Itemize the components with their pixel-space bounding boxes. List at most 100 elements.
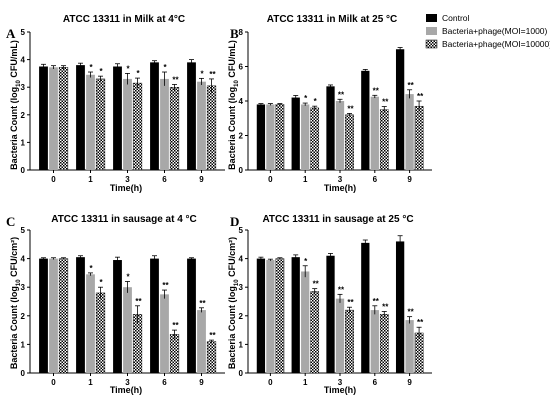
x-tick-label: 3 — [125, 175, 130, 184]
bar — [256, 258, 266, 373]
legend-label-phage-1000: Bacteria+phage(MOI=1000) — [442, 26, 548, 36]
y-tick-label: 3 — [21, 283, 26, 292]
bar — [266, 104, 275, 170]
significance-marker: ** — [373, 86, 380, 95]
y-tick-label: 4 — [239, 255, 244, 264]
panel-label: D — [230, 214, 239, 229]
significance-marker: * — [304, 257, 308, 266]
x-tick-label: 3 — [338, 175, 343, 184]
bar — [95, 78, 106, 171]
x-tick-label: 9 — [407, 175, 412, 184]
bar — [123, 287, 132, 373]
x-tick-label: 0 — [268, 175, 273, 184]
significance-marker: ** — [338, 90, 345, 99]
y-tick-label: 3 — [21, 83, 26, 92]
significance-marker: * — [304, 94, 308, 103]
significance-marker: * — [163, 63, 167, 72]
bar — [39, 258, 48, 373]
panel-b: B ATCC 13311 in Milk at 25 °C Bacteria C… — [227, 14, 432, 193]
panel-a: A ATCC 13311 in Milk at 4°C Bacteria Cou… — [6, 14, 225, 193]
x-tick-label: 6 — [373, 378, 378, 387]
bar — [361, 70, 370, 170]
bar — [345, 309, 354, 374]
significance-marker: ** — [172, 75, 179, 84]
significance-marker: * — [89, 264, 93, 273]
bar — [275, 104, 285, 171]
bar — [291, 97, 300, 170]
x-axis-label: Time(h) — [324, 385, 356, 395]
y-tick-label: 2 — [21, 111, 26, 120]
x-tick-label: 1 — [88, 378, 93, 387]
bar — [160, 294, 169, 373]
bar — [326, 86, 335, 170]
bar — [395, 241, 405, 373]
bar — [95, 292, 106, 374]
y-tick-label: 6 — [239, 63, 244, 72]
y-tick-label: 0 — [21, 166, 26, 175]
y-axis-label: Bacteria Count (log10 CFU/mL) — [9, 40, 22, 170]
legend-label-phage-10000: Bacteria+phage(MOI=10000) — [442, 39, 550, 49]
x-tick-label: 6 — [162, 175, 167, 184]
bar — [345, 114, 354, 171]
significance-marker: * — [200, 69, 204, 78]
y-tick-label: 1 — [21, 138, 26, 147]
bar — [132, 314, 143, 374]
significance-marker: ** — [373, 297, 380, 306]
chart-title: ATCC 13311 in sausage at 4 °C — [51, 214, 197, 225]
bar — [361, 242, 370, 373]
x-tick-label: 9 — [199, 175, 204, 184]
bar — [206, 341, 217, 374]
chart-title: ATCC 13311 in sausage at 25 °C — [262, 214, 413, 225]
significance-marker: ** — [407, 81, 414, 90]
significance-marker: ** — [407, 308, 414, 317]
significance-marker: ** — [199, 299, 206, 308]
panel-label: C — [6, 214, 15, 229]
legend-swatch-control — [426, 14, 437, 22]
y-tick-label: 4 — [21, 56, 26, 65]
significance-marker: ** — [382, 303, 389, 312]
bar — [123, 78, 132, 170]
significance-marker: ** — [347, 104, 354, 113]
x-axis-label: Time(h) — [324, 183, 356, 193]
x-tick-label: 0 — [51, 378, 56, 387]
legend-swatch-phage-1000 — [426, 27, 437, 35]
chart-title: ATCC 13311 in Milk at 4°C — [63, 14, 185, 25]
bar — [326, 255, 335, 373]
x-tick-label: 0 — [51, 175, 56, 184]
bar — [39, 66, 48, 170]
significance-marker: ** — [382, 98, 389, 107]
bar — [150, 258, 159, 373]
y-tick-label: 5 — [21, 226, 26, 235]
bar — [169, 334, 180, 374]
x-tick-label: 6 — [373, 175, 378, 184]
legend-swatch-phage-10000 — [425, 39, 438, 49]
significance-marker: ** — [338, 285, 345, 294]
bar — [86, 274, 95, 373]
panel-d: D ATCC 13311 in sausage at 25 °C Bacteri… — [227, 214, 432, 395]
y-tick-label: 2 — [239, 312, 244, 321]
significance-marker: ** — [135, 297, 142, 306]
significance-marker: ** — [417, 318, 424, 327]
x-tick-label: 9 — [407, 378, 412, 387]
bar — [414, 105, 424, 171]
y-tick-label: 1 — [239, 340, 244, 349]
bar — [301, 104, 310, 170]
bar — [206, 85, 217, 171]
bar — [291, 257, 300, 373]
y-axis-label: Bacteria Count (log10 CFU/cm²) — [9, 237, 22, 369]
significance-marker: * — [136, 69, 140, 78]
x-tick-label: 1 — [303, 175, 308, 184]
bar — [197, 81, 206, 170]
chart-title: ATCC 13311 in Milk at 25 °C — [267, 14, 398, 25]
bar — [113, 66, 122, 170]
y-tick-label: 2 — [239, 132, 244, 141]
y-tick-label: 0 — [239, 166, 244, 175]
bar — [197, 310, 206, 373]
bar — [370, 96, 379, 170]
y-axis-label: Bacteria Count (log10 CFU/cm²) — [227, 237, 240, 369]
